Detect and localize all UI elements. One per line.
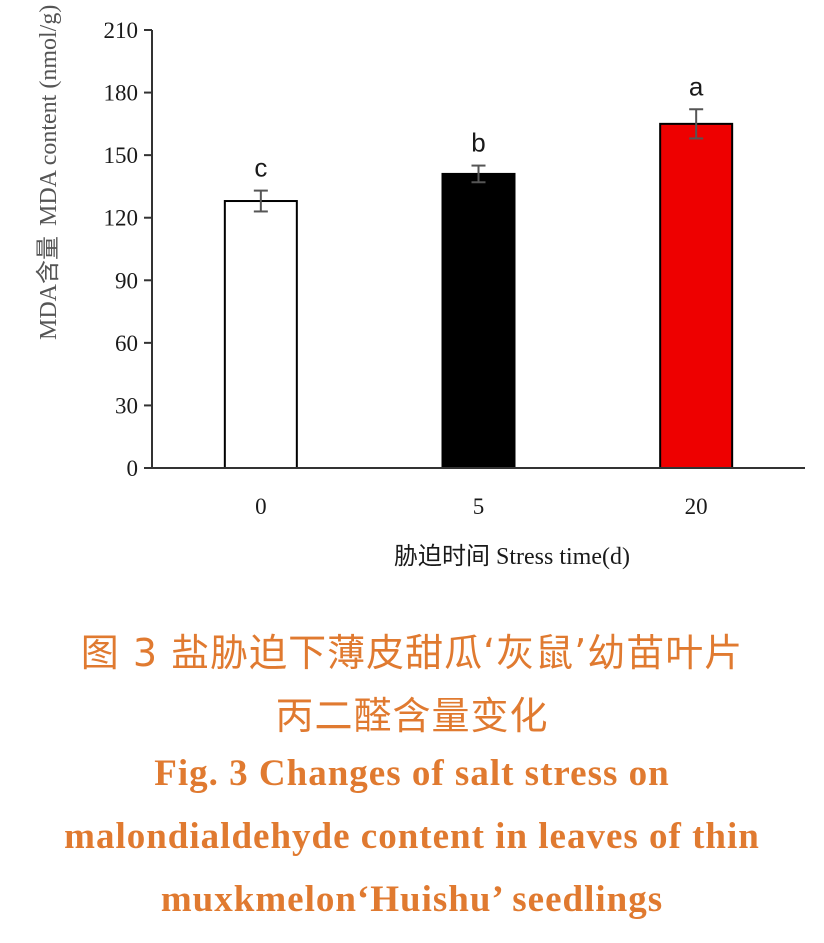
y-axis-label-en: MDA content (nmol/g) [36, 5, 62, 226]
significance-letter: a [689, 71, 704, 101]
y-tick-label: 120 [104, 206, 139, 231]
x-tick-label: 0 [255, 494, 267, 519]
y-tick-label: 90 [115, 268, 138, 293]
caption-zh-line1: 图 3 盐胁迫下薄皮甜瓜‘灰鼠’幼苗叶片 [80, 631, 744, 675]
chart-svg: c b a 0 30 60 90 120 150 180 210 0 5 20 胁迫时间 Stress … [35, 5, 805, 570]
x-tick-label: 5 [473, 494, 485, 519]
significance-letter: c [254, 153, 267, 183]
y-tick-label: 0 [127, 456, 139, 481]
caption-en-line2: malondialdehyde content in leaves of thi… [64, 816, 760, 857]
y-tick-label: 30 [115, 393, 138, 418]
caption-en-line1: Fig. 3 Changes of salt stress on [154, 753, 670, 794]
y-tick-label: 180 [104, 81, 139, 106]
y-axis-label-zh: MDA含量 [35, 236, 62, 340]
caption-en-line3: muxkmelon‘Huishu’ seedlings [160, 879, 664, 920]
x-axis-label: 胁迫时间 Stress time(d) [394, 543, 630, 570]
significance-letter: b [471, 128, 485, 158]
y-tick-label: 60 [115, 331, 138, 356]
y-axis-label: MDA含量 MDA content (nmol/g) [35, 5, 62, 340]
x-tick-label: 20 [685, 494, 708, 519]
bar [223, 200, 298, 469]
bar [441, 172, 516, 470]
chart: c b a 0 30 60 90 120 150 180 210 0 5 20 胁迫时间 Stress … [35, 5, 805, 570]
y-tick-label: 150 [104, 143, 139, 168]
y-tick-label: 210 [104, 18, 139, 43]
bar [659, 122, 734, 469]
caption-zh-line2: 丙二醛含量变化 [275, 694, 549, 738]
